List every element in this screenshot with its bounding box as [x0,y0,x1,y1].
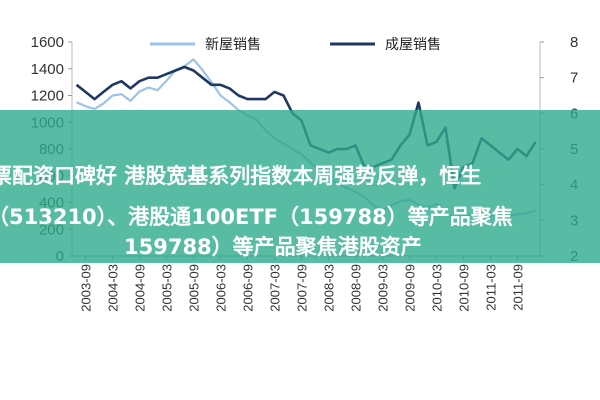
legend-label: 成屋销售 [385,37,441,53]
x-tick-label: 2006-03 [214,264,229,312]
headline-line-2: （513210）、港股通100ETF（159788）等产品聚焦 [0,205,513,229]
x-tick-label: 2011-09 [511,264,526,311]
x-tick-label: 2011-03 [484,264,499,311]
x-tick-label: 2005-03 [160,264,175,312]
y-right-tick-label: 8 [570,34,578,51]
headline-line-3: 159788）等产品聚焦港股资产 [124,235,422,259]
headline-line-1: 股票配资口碑好 港股宽基系列指数本周强势反弹，恒生 [0,164,482,188]
legend: 新屋销售 成屋销售 [150,37,441,53]
legend-label: 新屋销售 [205,37,261,53]
y-left-tick-label: 1600 [31,34,64,51]
x-tick-label: 2003-09 [79,264,94,312]
y-right-tick-label: 7 [570,70,578,87]
x-tick-label: 2009-09 [403,264,418,312]
x-tick-label: 2008-09 [349,264,364,312]
x-tick-label: 2010-09 [457,264,472,312]
headline-banner[interactable]: 股票配资口碑好 港股宽基系列指数本周强势反弹，恒生 （513210）、港股通10… [0,110,600,263]
x-tick-label: 2010-03 [430,264,445,312]
x-tick-label: 2007-09 [295,264,310,312]
y-left-tick-label: 1200 [31,88,64,105]
x-axis: 2003-09 2004-03 2004-09 2005-03 2005-09 2006-… [79,256,526,312]
x-tick-label: 2008-03 [322,264,337,312]
x-tick-label: 2006-09 [241,264,256,312]
x-tick-label: 2004-03 [106,264,121,312]
x-tick-label: 2007-03 [268,264,283,312]
x-tick-label: 2009-03 [376,264,391,312]
x-tick-label: 2005-09 [187,264,202,312]
x-tick-label: 2004-09 [133,264,148,312]
y-left-tick-label: 1400 [31,61,64,78]
